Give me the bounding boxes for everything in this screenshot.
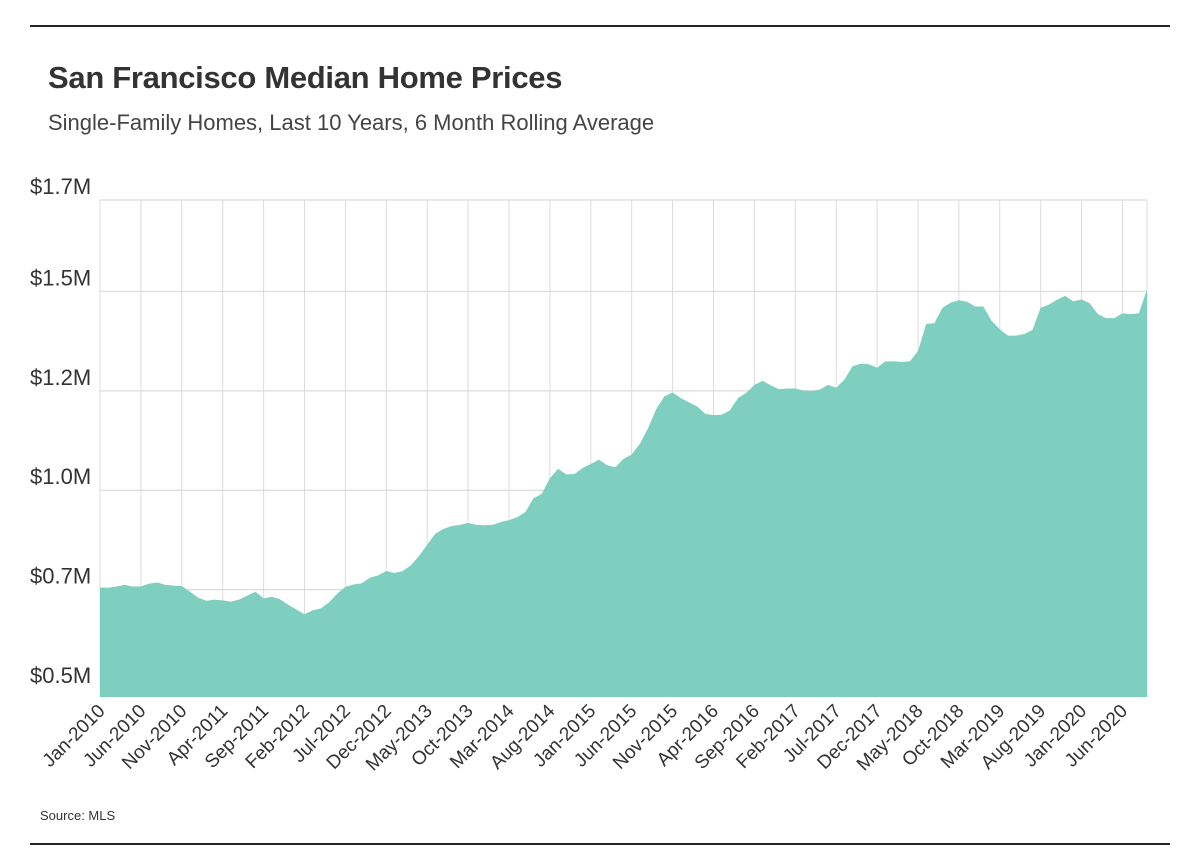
chart-subtitle: Single-Family Homes, Last 10 Years, 6 Mo… <box>48 110 655 135</box>
area-layer <box>100 289 1147 697</box>
top-rule <box>30 25 1170 27</box>
y-tick-label: $1.2M <box>30 365 91 390</box>
chart-title: San Francisco Median Home Prices <box>48 60 563 95</box>
price-area <box>100 289 1147 697</box>
y-tick-label: $1.5M <box>30 265 91 290</box>
y-axis-ticks: $0.5M $0.7M $1.0M $1.2M $1.5M $1.7M <box>30 174 91 688</box>
bottom-rule <box>30 843 1170 845</box>
x-axis-ticks: Jan-2010Jun-2010Nov-2010Apr-2011Sep-2011… <box>39 700 1132 775</box>
y-tick-label: $1.0M <box>30 464 91 489</box>
y-tick-label: $1.7M <box>30 174 91 199</box>
y-tick-label: $0.7M <box>30 564 91 589</box>
source-note: Source: MLS <box>40 808 116 823</box>
y-tick-label: $0.5M <box>30 663 91 688</box>
